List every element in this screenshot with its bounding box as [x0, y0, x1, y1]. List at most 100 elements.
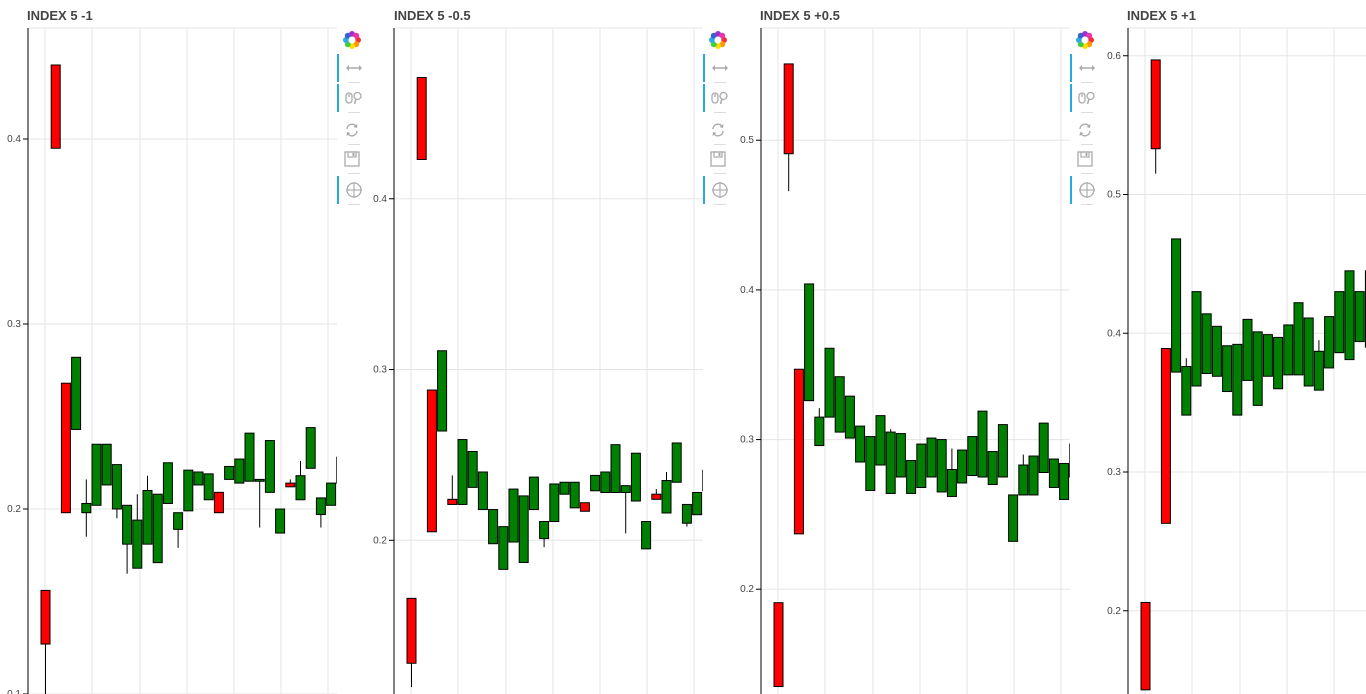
candle — [224, 465, 235, 480]
candle — [834, 376, 845, 433]
wheel-zoom-icon[interactable] — [703, 84, 735, 112]
candle-body — [1303, 317, 1314, 387]
save-icon[interactable] — [337, 145, 367, 173]
candle-body — [234, 458, 245, 484]
candle-body — [875, 415, 886, 466]
candle — [579, 502, 590, 512]
toolbar-separator — [348, 173, 360, 174]
y-axis: 0.2 0.3 0.4 — [373, 28, 395, 694]
toolbar-separator — [1081, 112, 1093, 113]
candle-body — [844, 395, 855, 439]
y-tick-label: 0.2 — [740, 584, 754, 595]
candle-body — [1242, 318, 1253, 381]
candle-body — [426, 389, 437, 533]
candle — [1211, 325, 1222, 377]
candle — [1283, 324, 1294, 376]
candle-body — [590, 474, 601, 492]
candles — [406, 77, 703, 688]
candle-body — [1038, 422, 1049, 473]
candle — [81, 479, 92, 537]
candle-body — [1262, 334, 1273, 377]
candle — [162, 462, 173, 504]
candle — [406, 597, 417, 688]
candle — [1038, 422, 1049, 473]
candle — [111, 464, 122, 519]
pan-icon[interactable] — [1070, 54, 1102, 82]
reset-icon[interactable] — [1070, 116, 1100, 144]
plot-area[interactable]: 0.2 0.3 0.4 — [366, 0, 703, 694]
candle-body — [834, 376, 845, 433]
candle — [936, 439, 947, 493]
candle-body — [285, 482, 296, 488]
candle-body — [610, 444, 621, 493]
y-axis: 0.2 0.3 0.4 0.5 0.6 — [1107, 28, 1129, 694]
reset-icon[interactable] — [337, 116, 367, 144]
candle-body — [457, 439, 468, 505]
candle-body — [60, 382, 71, 514]
candle-body — [967, 436, 978, 476]
candle — [315, 497, 326, 528]
candle-body — [600, 471, 611, 493]
y-axis: 0.1 0.2 0.3 0.4 — [7, 28, 29, 694]
crosshair-icon[interactable] — [703, 176, 735, 204]
toolbar-separator — [348, 204, 360, 205]
candle-body — [213, 491, 224, 514]
bokeh-logo-icon[interactable] — [703, 26, 733, 54]
pan-icon[interactable] — [703, 54, 735, 82]
candle — [416, 77, 427, 160]
bokeh-logo-icon[interactable] — [1070, 26, 1100, 54]
candle-body — [549, 483, 560, 523]
candle-body — [569, 481, 580, 509]
candle-body — [987, 451, 998, 485]
candle — [681, 503, 692, 527]
y-tick-label: 0.4 — [740, 285, 754, 296]
wheel-zoom-icon[interactable] — [1070, 84, 1102, 112]
candle-body — [1191, 291, 1202, 387]
candle — [977, 410, 988, 478]
candle — [132, 494, 143, 569]
crosshair-icon[interactable] — [1070, 176, 1102, 204]
y-tick-label: 0.2 — [373, 535, 387, 546]
candle — [528, 476, 539, 511]
candle-body — [437, 350, 448, 432]
pan-icon[interactable] — [337, 54, 369, 82]
crosshair-icon[interactable] — [337, 176, 369, 204]
candle-body — [559, 481, 570, 495]
candle-body — [40, 589, 51, 645]
candle — [101, 443, 112, 486]
candle — [1334, 291, 1345, 354]
candle — [50, 64, 61, 149]
wheel-zoom-icon[interactable] — [337, 84, 369, 112]
candles — [1140, 59, 1366, 691]
candle-body — [824, 347, 835, 418]
candle — [569, 481, 580, 509]
reset-icon[interactable] — [703, 116, 733, 144]
candle — [1171, 238, 1182, 373]
save-icon[interactable] — [1070, 145, 1100, 173]
y-tick-label: 0.2 — [1107, 606, 1121, 617]
candle-body — [865, 436, 876, 491]
plot-area[interactable]: 0.2 0.3 0.4 0.5 — [733, 0, 1070, 694]
plot-area[interactable]: 0.1 0.2 0.3 0.4 — [0, 0, 337, 694]
toolbar-separator — [348, 82, 360, 83]
plot-area[interactable]: 0.2 0.3 0.4 0.5 0.6 — [1100, 0, 1366, 694]
candle-body — [895, 433, 906, 478]
candle — [40, 589, 51, 694]
chart-panel-1: 0.1 0.2 0.3 0.4 INDEX 5 -1 — [0, 0, 368, 694]
candle — [651, 489, 662, 500]
save-icon[interactable] — [703, 145, 733, 173]
candle — [285, 479, 296, 488]
candle-body — [1313, 350, 1324, 391]
bokeh-logo-icon[interactable] — [337, 26, 367, 54]
candle-body — [1211, 325, 1222, 377]
candles — [773, 63, 1070, 688]
candle — [559, 481, 570, 495]
candle — [254, 478, 265, 528]
grid — [28, 27, 337, 694]
candle — [477, 471, 488, 511]
y-tick-label: 0.3 — [7, 319, 21, 330]
candle — [957, 449, 968, 484]
y-tick-label: 0.3 — [1107, 467, 1121, 478]
candle — [193, 471, 204, 486]
candle — [437, 350, 448, 432]
